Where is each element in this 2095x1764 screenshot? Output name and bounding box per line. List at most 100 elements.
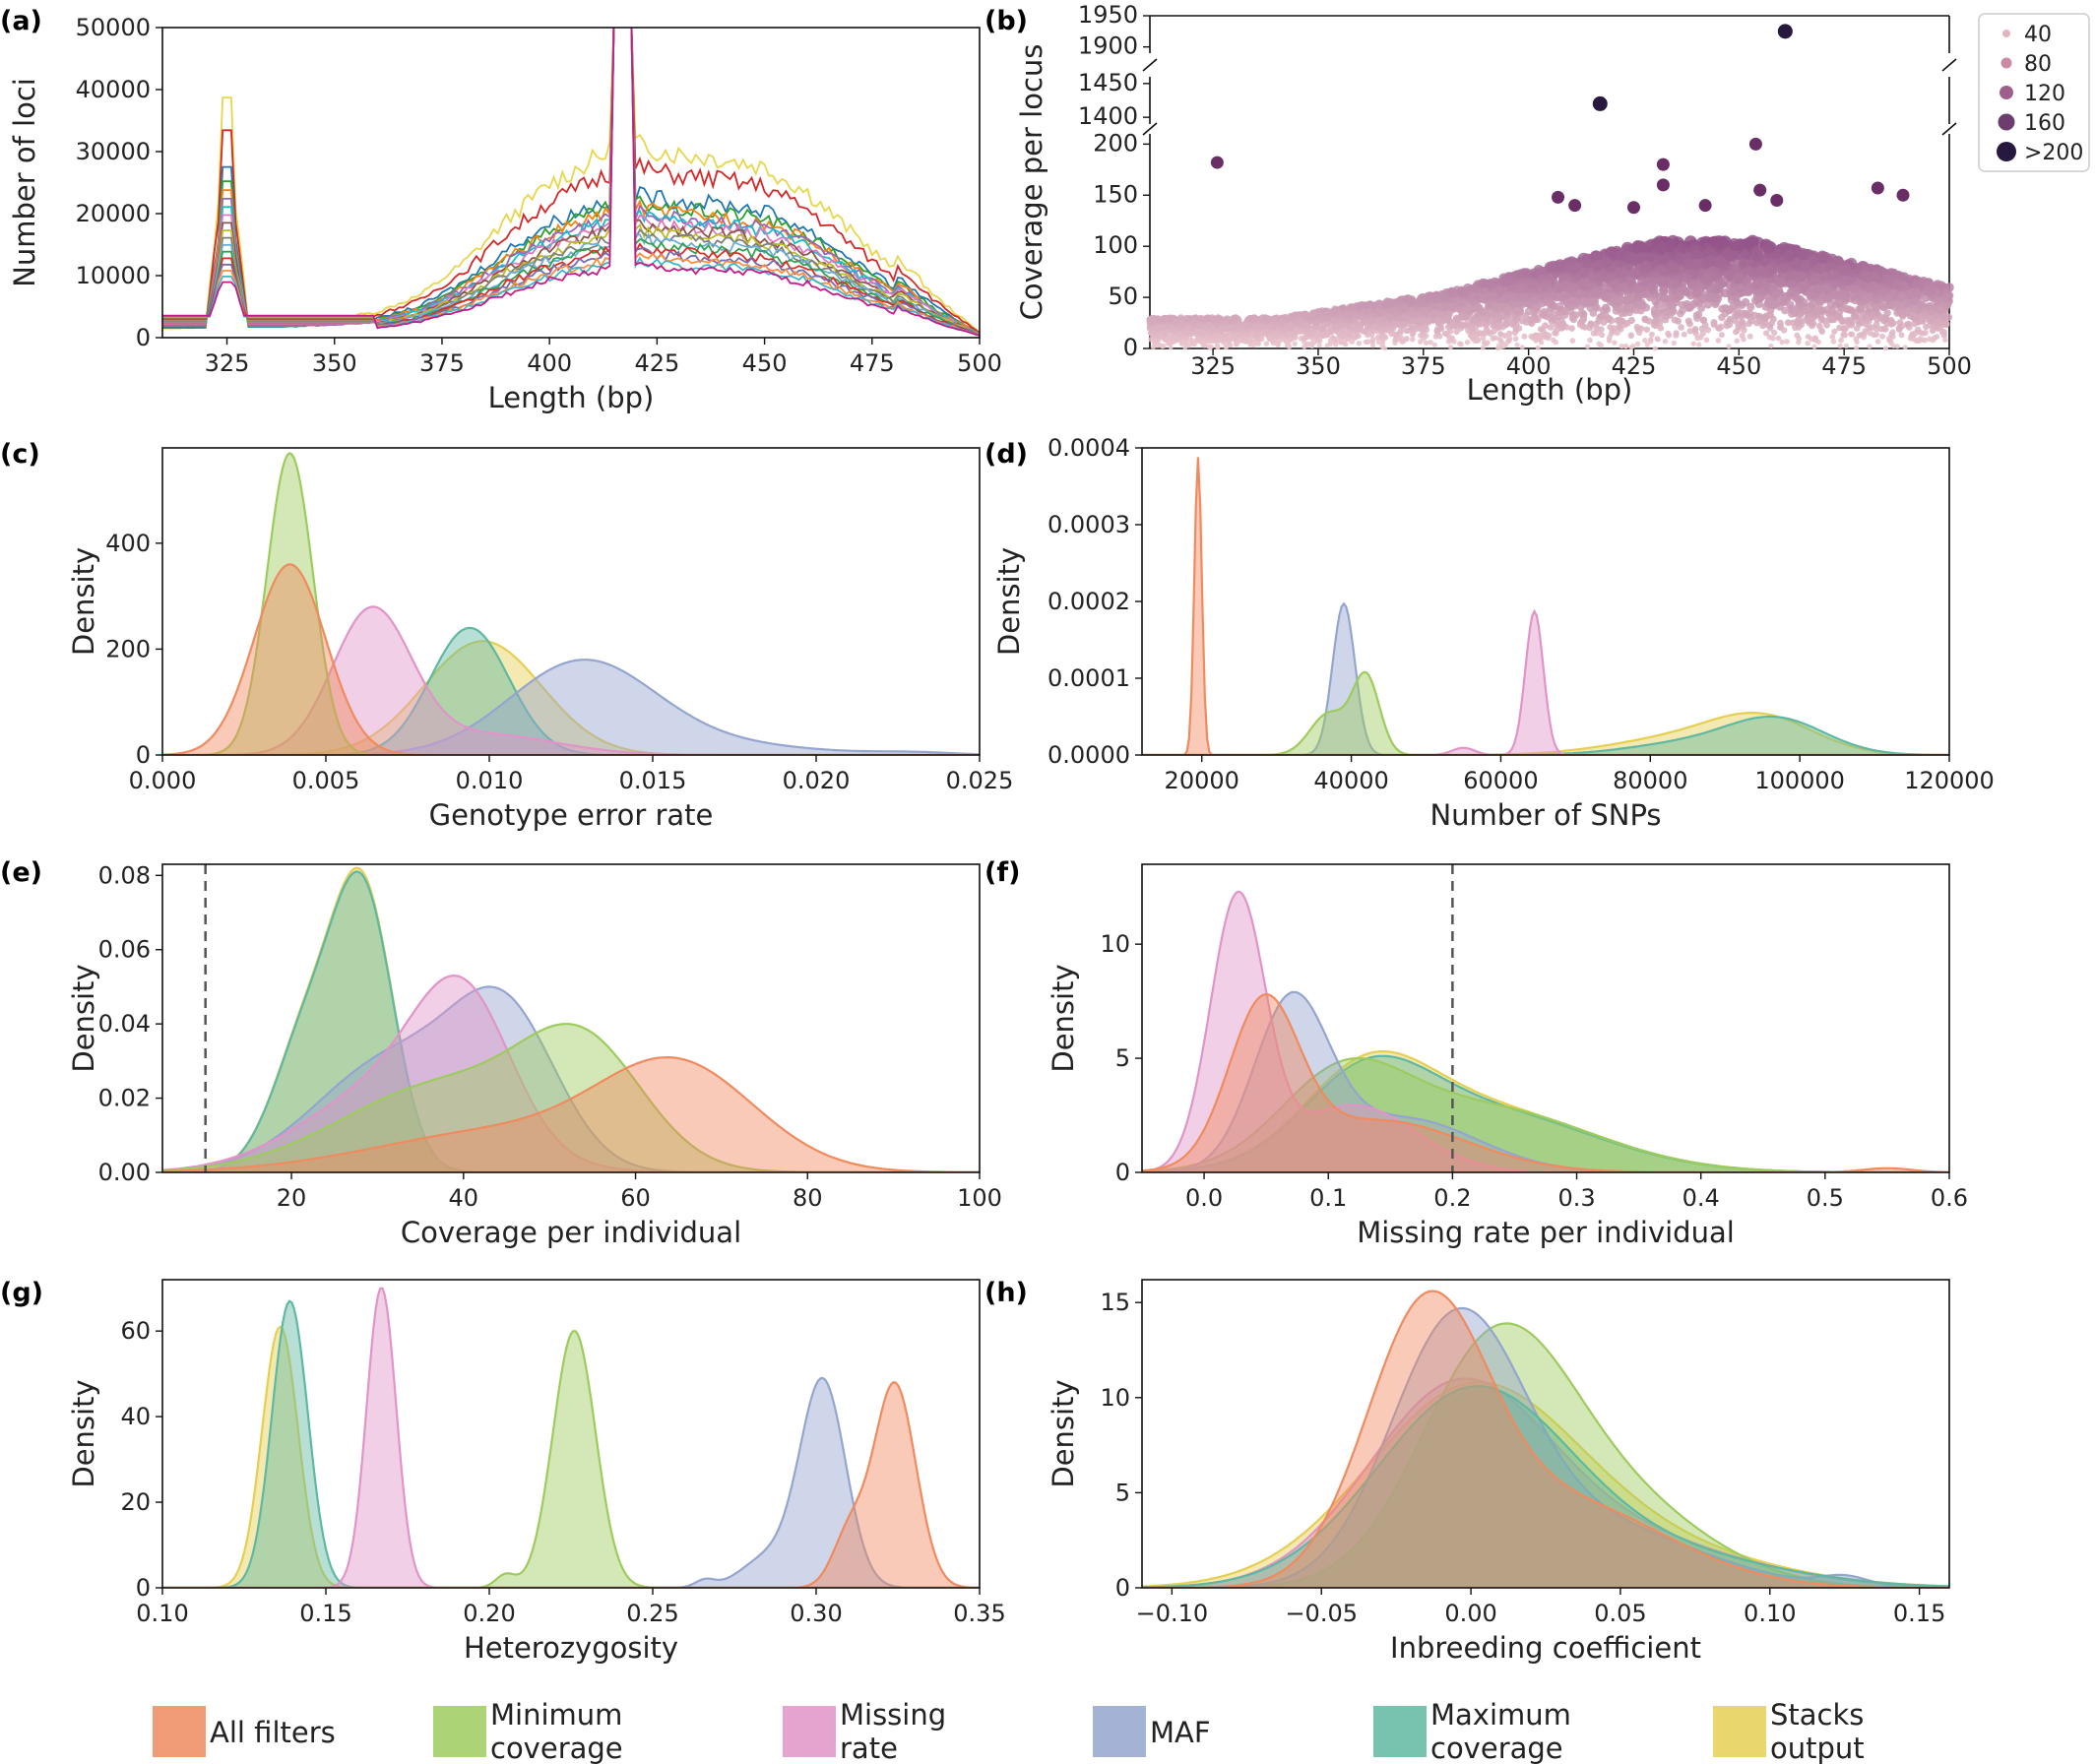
x-tick-label: 400 xyxy=(1506,352,1552,380)
data-point xyxy=(1206,344,1212,349)
density-panel-c: 0.000 0.005 0.010 0.015 0.020 0.025 0 200 400 Gen… xyxy=(67,447,1014,832)
x-tick-label: 0.15 xyxy=(1893,1600,1945,1627)
data-point xyxy=(1392,332,1399,339)
data-point xyxy=(1272,317,1279,325)
data-point xyxy=(1477,320,1485,328)
data-point xyxy=(1608,317,1616,325)
data-point xyxy=(1893,309,1901,317)
x-tick-label: 0.025 xyxy=(946,767,1014,794)
data-point xyxy=(1383,300,1392,309)
data-point xyxy=(1290,331,1297,338)
data-point xyxy=(1894,344,1900,349)
data-point xyxy=(1840,265,1852,277)
data-point xyxy=(1671,316,1679,324)
data-point xyxy=(1704,255,1717,268)
data-point xyxy=(1666,301,1675,310)
density-maf xyxy=(1142,601,1949,755)
x-tick-label: 475 xyxy=(1821,352,1867,380)
data-point xyxy=(1703,337,1710,344)
density-panel-g: 0.10 0.15 0.20 0.25 0.30 0.35 0 20 40 60 Heterozyg… xyxy=(67,1279,1006,1665)
data-point xyxy=(1743,236,1756,250)
sample-line xyxy=(162,28,980,337)
x-tick-label: 0.10 xyxy=(136,1600,188,1627)
x-tick-label: 0.4 xyxy=(1682,1184,1720,1212)
data-point xyxy=(1454,296,1463,306)
data-point xyxy=(1873,321,1880,328)
data-point xyxy=(1868,271,1878,282)
data-point xyxy=(1515,270,1526,281)
y-axis-label: Density xyxy=(67,964,100,1072)
density-minimum-coverage xyxy=(162,452,980,755)
data-point xyxy=(1250,314,1258,322)
data-point xyxy=(1508,314,1517,322)
data-point xyxy=(1178,320,1186,328)
data-point xyxy=(1547,324,1555,331)
data-point xyxy=(1232,334,1238,340)
density-maximum-coverage xyxy=(162,1299,980,1588)
data-point xyxy=(1443,314,1451,322)
data-point xyxy=(1592,259,1604,271)
data-point xyxy=(1898,332,1905,339)
data-point xyxy=(1173,335,1179,342)
x-tick-label: 450 xyxy=(1716,352,1761,380)
data-point xyxy=(1574,289,1584,299)
density-stacks-output xyxy=(162,1325,980,1588)
data-point xyxy=(1429,310,1438,319)
data-point xyxy=(1337,321,1345,328)
data-point xyxy=(1662,339,1669,345)
data-point xyxy=(1926,315,1934,323)
data-point xyxy=(1579,323,1586,330)
data-point xyxy=(1784,319,1792,327)
x-tick-label: 0.6 xyxy=(1931,1184,1968,1212)
data-point xyxy=(1182,345,1188,350)
data-point xyxy=(1659,285,1669,295)
data-point xyxy=(1358,312,1366,321)
data-point xyxy=(1686,328,1694,335)
data-point xyxy=(1601,256,1613,268)
data-point xyxy=(1468,324,1476,332)
data-point xyxy=(1506,330,1513,337)
data-point xyxy=(1553,327,1560,334)
data-point xyxy=(1226,316,1235,324)
data-point xyxy=(1167,324,1174,331)
data-point xyxy=(1674,252,1686,265)
data-point xyxy=(1257,324,1264,331)
data-point xyxy=(1519,345,1525,350)
size-legend-label: 120 xyxy=(2024,82,2065,106)
panel-label: (c) xyxy=(0,439,40,470)
data-point xyxy=(1555,320,1563,328)
data-point xyxy=(1827,316,1835,324)
x-tick-label: 80 xyxy=(793,1184,823,1212)
data-point xyxy=(1642,338,1648,344)
x-tick-label: 20000 xyxy=(1165,767,1239,794)
data-point xyxy=(1447,337,1454,344)
outlier-point xyxy=(1896,188,1910,202)
y-tick-label: 20 xyxy=(120,1488,151,1516)
data-point xyxy=(1699,330,1706,337)
x-tick-label: 0.5 xyxy=(1807,1184,1844,1212)
data-point xyxy=(1882,315,1890,324)
outlier-point xyxy=(1656,158,1670,171)
data-point xyxy=(1756,317,1764,325)
data-point xyxy=(1751,249,1763,262)
data-point xyxy=(1316,331,1323,338)
data-point xyxy=(1678,324,1684,331)
x-tick-label: 0.2 xyxy=(1433,1184,1471,1212)
data-point xyxy=(1569,262,1580,274)
sample-line xyxy=(162,28,980,337)
data-point xyxy=(1301,344,1307,349)
x-tick-label: 40 xyxy=(449,1184,479,1212)
data-point xyxy=(1599,332,1606,339)
data-point xyxy=(1718,332,1725,339)
data-point xyxy=(1905,320,1912,328)
data-point xyxy=(1642,240,1655,253)
data-point xyxy=(1482,321,1490,329)
y-tick-label: 1900 xyxy=(1078,32,1138,60)
y-tick-label: 0.0002 xyxy=(1048,588,1130,615)
outlier-point xyxy=(1552,190,1565,204)
axes-frame xyxy=(161,27,981,339)
legend-label: All filters xyxy=(210,1716,336,1749)
data-point xyxy=(1671,340,1678,346)
